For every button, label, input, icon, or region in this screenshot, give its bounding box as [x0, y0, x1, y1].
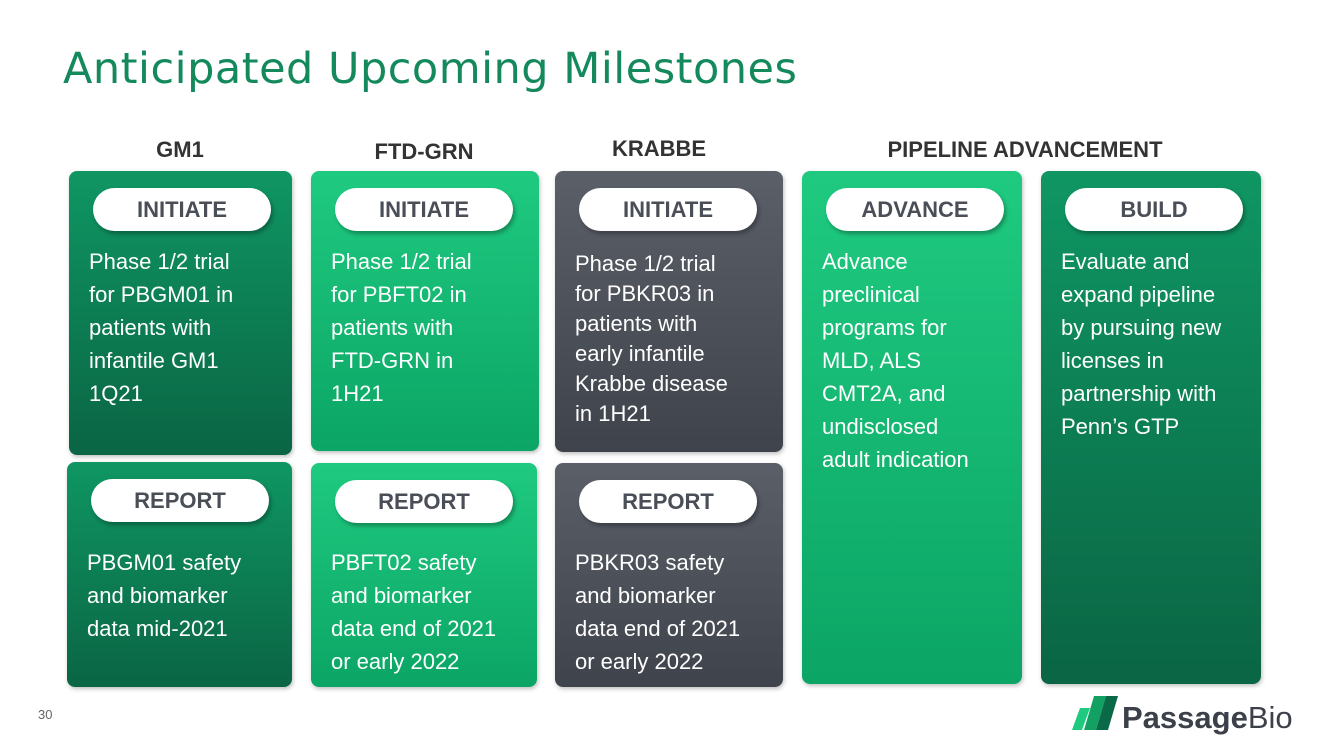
milestone-card: INITIATE Phase 1/2 trial for PBFT02 in pati…: [311, 171, 539, 451]
card-text-line: CMT2A, and: [822, 381, 946, 406]
card-text-line: 1Q21: [89, 381, 143, 406]
card-text-line: MLD, ALS: [822, 348, 922, 373]
logo-mark: [1072, 696, 1118, 730]
card-text-line: Phase 1/2 trial: [575, 251, 716, 276]
column-header: PIPELINE ADVANCEMENT: [887, 137, 1163, 162]
card-text-line: patients with: [575, 311, 698, 336]
page-number: 30: [38, 707, 53, 722]
milestone-card: REPORT PBFT02 safety and biomarker data end…: [311, 463, 537, 687]
milestone-card: INITIATE Phase 1/2 trial for PBGM01 in pati…: [69, 171, 292, 455]
card-text-line: preclinical: [822, 282, 920, 307]
slide-title: Anticipated Upcoming Milestones: [63, 44, 798, 94]
card-text-line: data mid-2021: [87, 616, 228, 641]
column-header: GM1: [156, 137, 204, 162]
card-text-line: early infantile: [575, 341, 705, 366]
card-text-line: and biomarker: [575, 583, 716, 608]
card-text-line: Penn’s GTP: [1061, 414, 1180, 439]
card-text-line: for PBFT02 in: [331, 282, 467, 307]
logo-text: PassageBio: [1122, 700, 1293, 736]
card-text-line: Krabbe disease: [575, 371, 728, 396]
card-text-line: licenses in: [1061, 348, 1164, 373]
card-text-line: for PBKR03 in: [575, 281, 715, 306]
milestone-badge: ADVANCE: [826, 188, 1004, 231]
card-text-line: Evaluate and: [1061, 249, 1190, 274]
card-text-line: Phase 1/2 trial: [331, 249, 472, 274]
card-text-line: undisclosed: [822, 414, 939, 439]
column-header: KRABBE: [611, 136, 707, 161]
card-text-line: for PBGM01 in: [89, 282, 234, 307]
milestone-card: ADVANCE Advance preclinical programs for MLD…: [802, 171, 1022, 684]
card-text-line: or early 2022: [575, 649, 704, 674]
card-text-line: FTD-GRN in: [331, 348, 454, 373]
card-text-line: and biomarker: [331, 583, 472, 608]
logo-word: Bio: [1247, 700, 1293, 735]
card-text-line: expand pipeline: [1061, 282, 1216, 307]
column-header: FTD-GRN: [374, 139, 474, 164]
card-text-line: PBFT02 safety: [331, 550, 477, 575]
card-text-line: patients with: [89, 315, 212, 340]
card-text-line: programs for: [822, 315, 947, 340]
milestone-card: INITIATE Phase 1/2 trial for PBKR03 in pati…: [555, 171, 783, 452]
card-text-line: data end of 2021: [331, 616, 497, 641]
milestone-card: REPORT PBKR03 safety and biomarker data end…: [555, 463, 783, 687]
milestone-badge: INITIATE: [335, 188, 513, 231]
milestone-badge: REPORT: [91, 479, 269, 522]
milestone-badge: REPORT: [335, 480, 513, 523]
card-text-line: data end of 2021: [575, 616, 741, 641]
card-text-line: PBGM01 safety: [87, 550, 242, 575]
card-text-line: patients with: [331, 315, 454, 340]
card-text-line: Phase 1/2 trial: [89, 249, 230, 274]
milestone-card: BUILD Evaluate and expand pipeline by pursu…: [1041, 171, 1261, 684]
card-text-line: 1H21: [331, 381, 384, 406]
milestone-badge: REPORT: [579, 480, 757, 523]
milestone-badge: INITIATE: [579, 188, 757, 231]
card-text-line: infantile GM1: [89, 348, 219, 373]
card-text-line: and biomarker: [87, 583, 228, 608]
milestone-badge: BUILD: [1065, 188, 1243, 231]
milestone-card: REPORT PBGM01 safety and biomarker data mid…: [67, 462, 292, 687]
card-text-line: or early 2022: [331, 649, 460, 674]
card-text-line: adult indication: [822, 447, 969, 472]
card-text-line: partnership with: [1061, 381, 1217, 406]
card-text-line: Advance: [822, 249, 908, 274]
card-text-line: by pursuing new: [1061, 315, 1222, 340]
card-text-line: PBKR03 safety: [575, 550, 725, 575]
card-text-line: in 1H21: [575, 401, 651, 426]
logo-word: Passage: [1122, 700, 1248, 735]
milestone-badge: INITIATE: [93, 188, 271, 231]
